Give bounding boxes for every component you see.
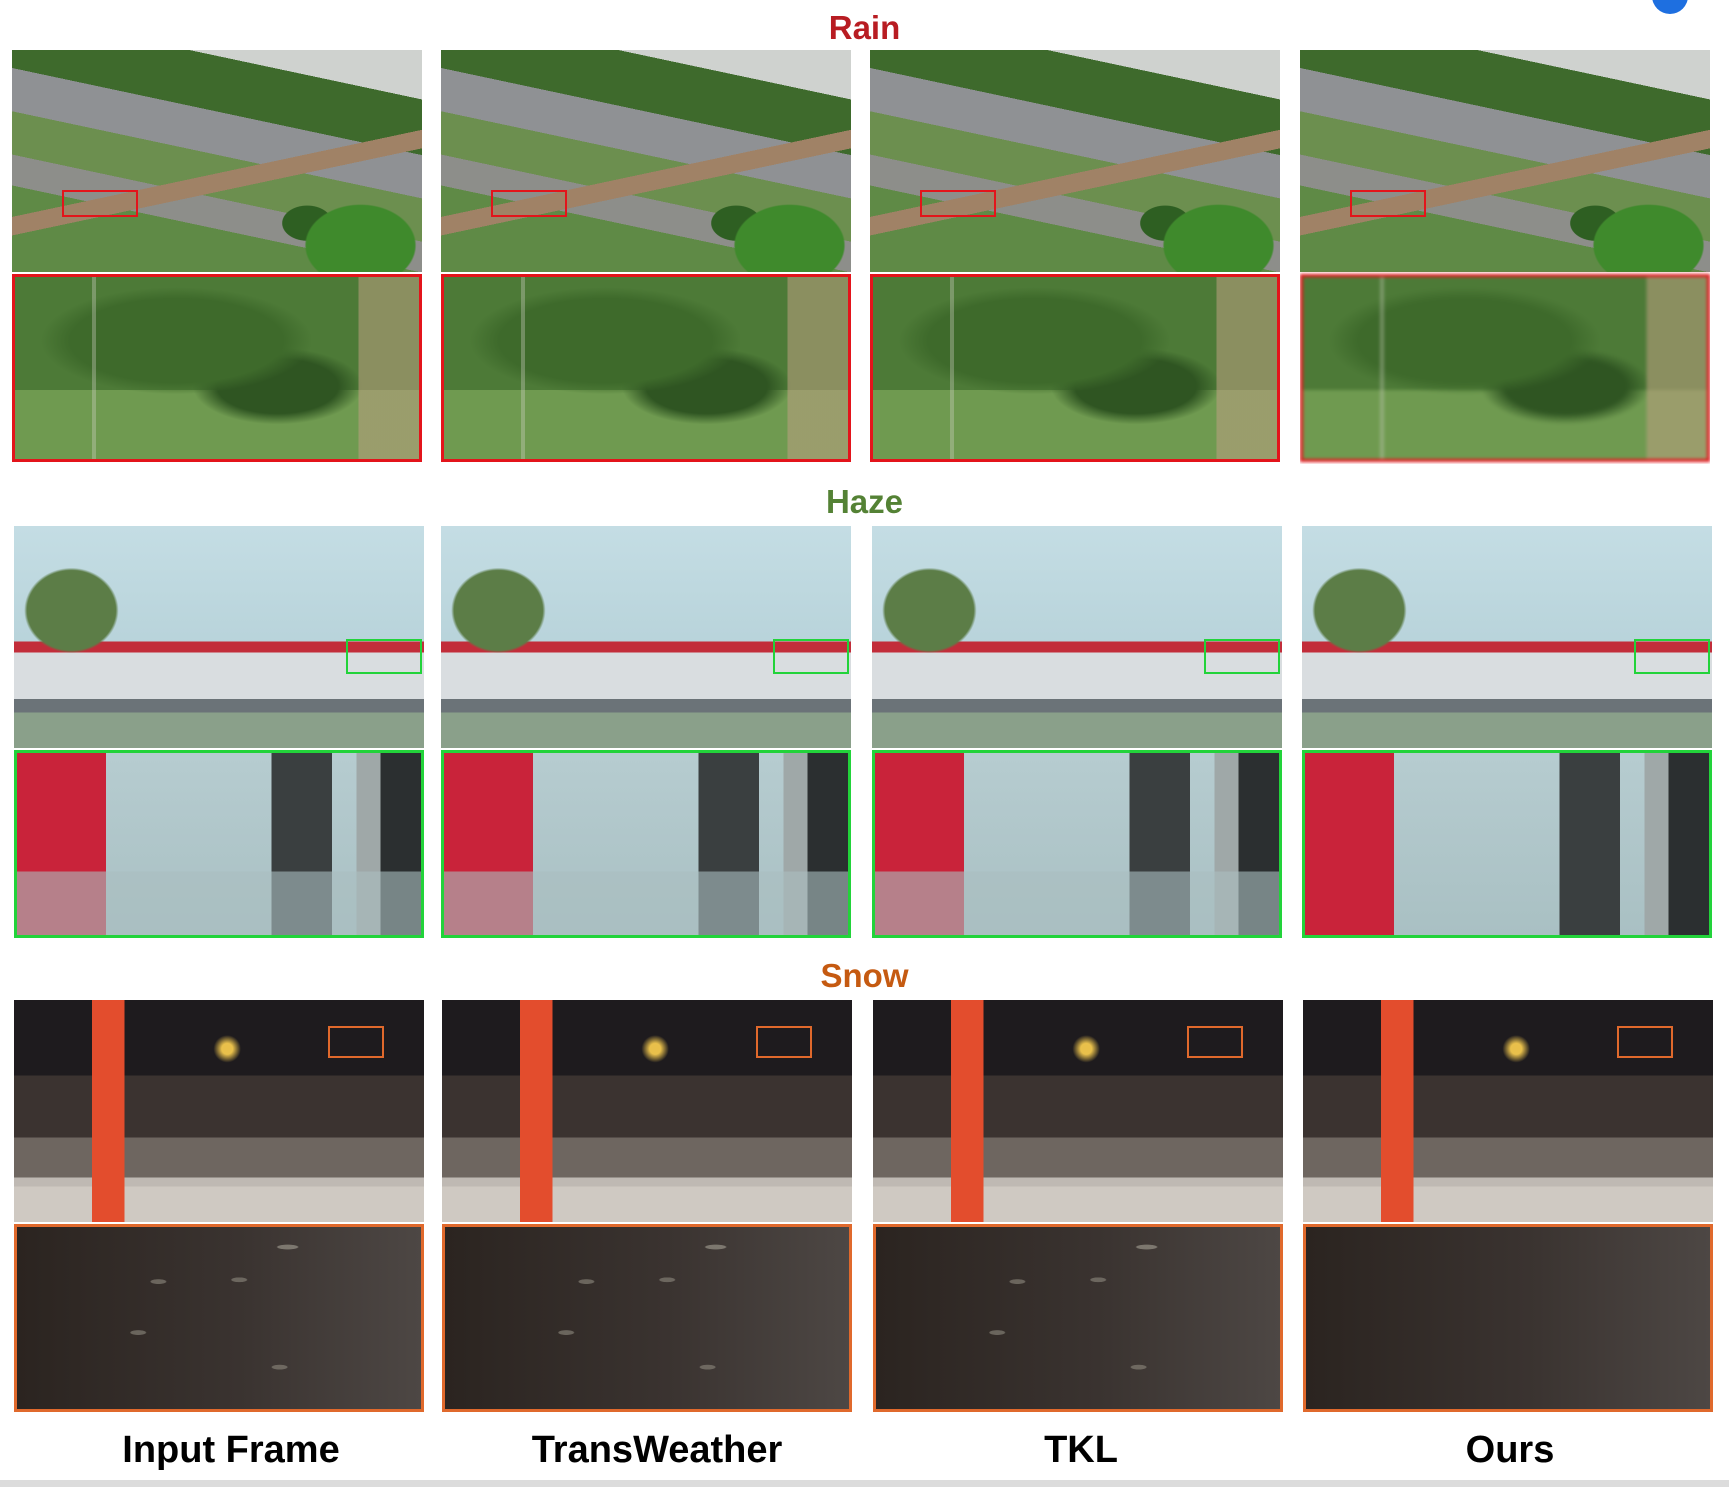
haze-panel-transweather [441,526,851,940]
rain-panel-input [12,50,422,464]
snow-panel-ours [1303,1000,1713,1414]
rain-zoom-image [12,274,422,462]
column-label-ours: Ours [1465,1429,1555,1471]
rain-panel-ours [1300,50,1710,464]
haze-scene-image [441,526,851,748]
rain-scene-image [870,50,1280,272]
rain-zoom-image [1300,274,1710,462]
roi-box [346,639,422,674]
haze-panel-ours [1302,526,1712,940]
haze-zoom-image [14,750,424,938]
roi-box [1350,190,1426,217]
roi-box [756,1026,812,1058]
column-label-transweather: TransWeather [531,1429,783,1471]
snow-scene-image [442,1000,852,1222]
rain-scene-image [1300,50,1710,272]
roi-box [1204,639,1280,674]
haze-panel-tkl [872,526,1282,940]
snow-panel-input [14,1000,424,1414]
roi-box [1634,639,1710,674]
roi-box [920,190,996,217]
snow-zoom-image [873,1224,1283,1412]
corner-badge [1652,0,1688,14]
section-title-rain: Rain [828,9,901,46]
snow-panel-transweather [442,1000,852,1414]
section-title-snow: Snow [820,957,909,994]
rain-scene-image [441,50,851,272]
snow-scene-image [1303,1000,1713,1222]
snow-zoom-image [442,1224,852,1412]
rain-zoom-image [441,274,851,462]
haze-scene-image [872,526,1282,748]
roi-box [773,639,849,674]
roi-box [328,1026,384,1058]
rain-panel-transweather [441,50,851,464]
rain-zoom-image [870,274,1280,462]
snow-zoom-image [14,1224,424,1412]
section-title-haze: Haze [825,483,904,520]
haze-scene-image [14,526,424,748]
rain-panel-tkl [870,50,1280,464]
snow-panel-tkl [873,1000,1283,1414]
roi-box [1617,1026,1673,1058]
haze-scene-image [1302,526,1712,748]
haze-zoom-image [872,750,1282,938]
haze-zoom-image [441,750,851,938]
rain-scene-image [12,50,422,272]
column-label-input-frame: Input Frame [122,1429,340,1471]
snow-zoom-image [1303,1224,1713,1412]
roi-box [491,190,567,217]
haze-zoom-image [1302,750,1712,938]
snow-scene-image [14,1000,424,1222]
haze-panel-input [14,526,424,940]
snow-scene-image [873,1000,1283,1222]
bottom-divider [0,1480,1729,1487]
roi-box [62,190,138,217]
roi-box [1187,1026,1243,1058]
column-label-tkl: TKL [1044,1429,1118,1471]
